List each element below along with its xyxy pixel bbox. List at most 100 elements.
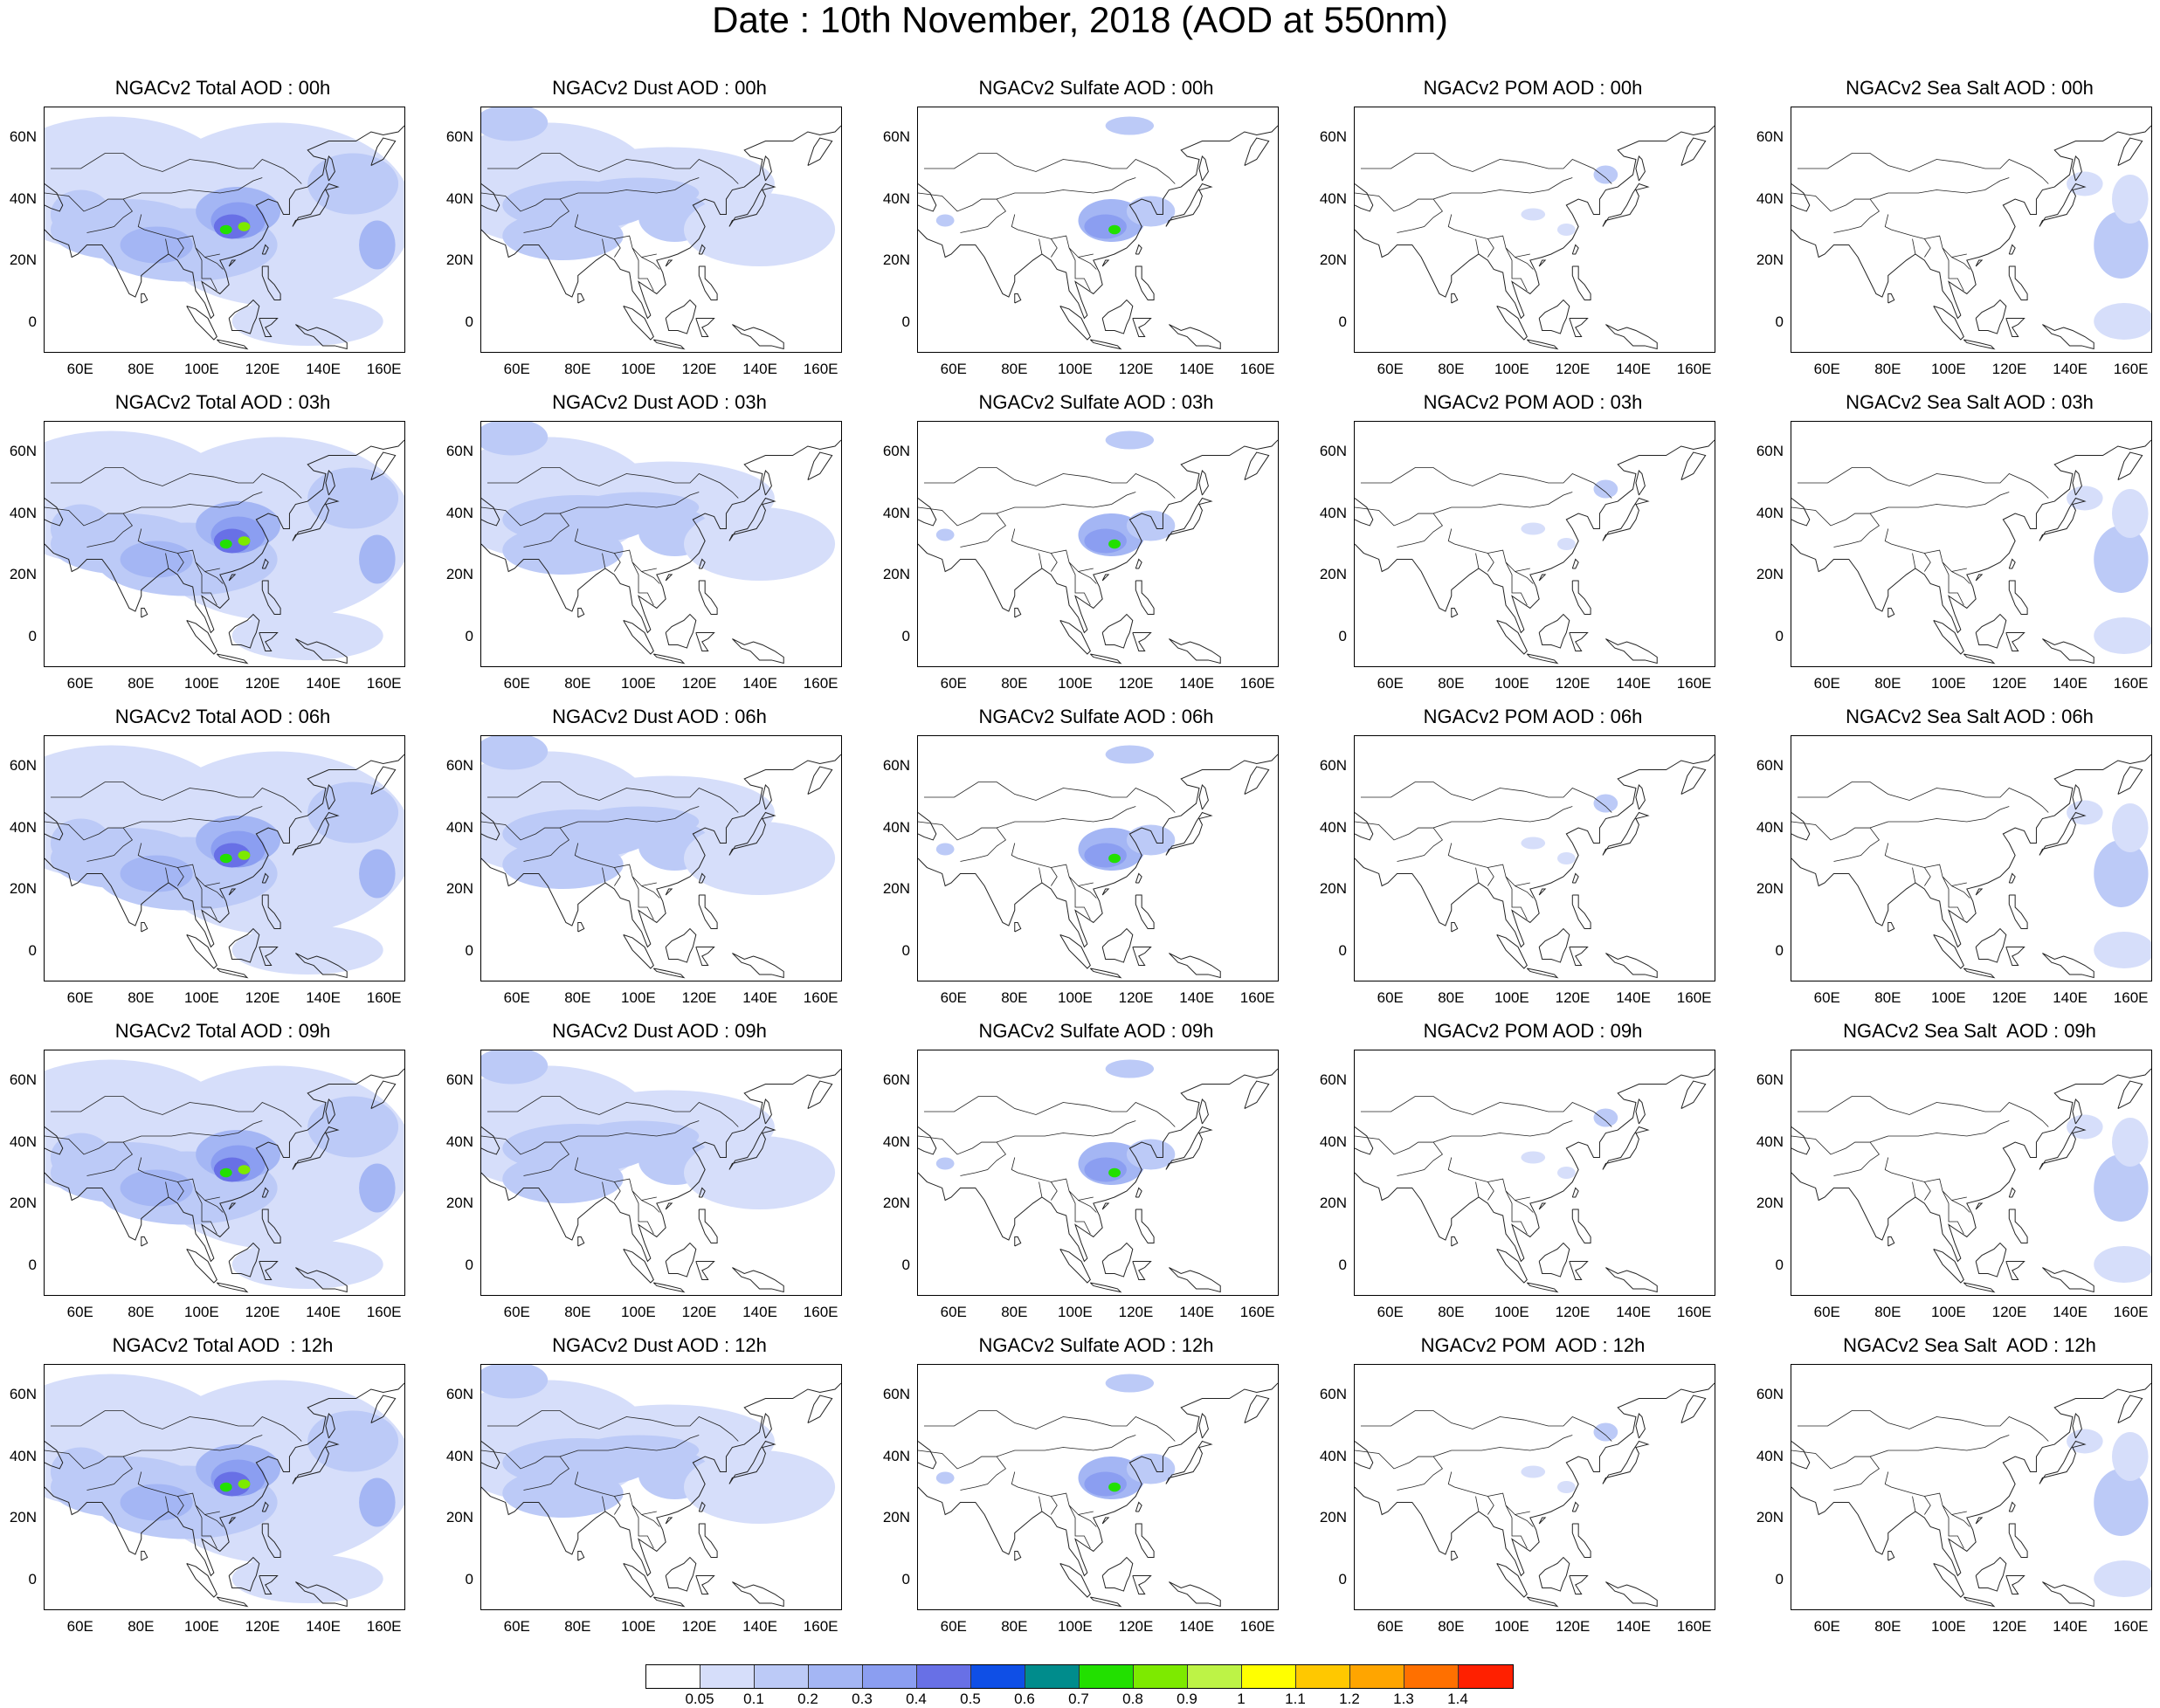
longitude-tick-label: 140E: [1616, 989, 1651, 1006]
colorbar-labels: 0.05 0.1 0.2 0.3 0.4 0.5 0.6 0.7 0.8 0.9 1 1.1 1.2 1.…: [0, 1691, 2160, 1707]
colorbar-swatch: [1350, 1665, 1404, 1688]
aod-field-region: [219, 1167, 232, 1178]
longitude-tick-label: 120E: [1118, 675, 1154, 692]
aod-field-region: [307, 153, 399, 215]
coastline: [1496, 620, 1528, 655]
coastline: [186, 1563, 217, 1598]
country-border: [614, 1181, 621, 1201]
longitude-tick-label: 120E: [681, 1304, 717, 1320]
panel-title: NGACv2 POM AOD : 12h: [1420, 1334, 1646, 1356]
latitude-tick-label: 60N: [882, 128, 910, 146]
longitude-tick-label: 60E: [1813, 675, 1840, 692]
country-border: [614, 238, 621, 258]
country-border: [1475, 1181, 1480, 1198]
country-border: [177, 867, 184, 886]
coastline: [1451, 607, 1459, 618]
coastline: [1355, 1382, 1715, 1577]
latitude-tick-label: 60N: [882, 757, 910, 775]
aod-field-region: [219, 853, 232, 864]
longitude-tick-label: 120E: [1555, 675, 1591, 692]
longitude-tick-label: 60E: [503, 675, 530, 692]
coastline: [732, 953, 784, 979]
aod-field-region: [1556, 1481, 1576, 1493]
coastline: [259, 317, 279, 338]
coastline: [1101, 1202, 1110, 1210]
latitude-tick-label: 0: [901, 313, 910, 330]
latitude-tick-label: 40N: [1319, 818, 1347, 836]
coastline: [728, 183, 776, 227]
coastline: [1538, 299, 1570, 334]
country-border: [195, 247, 217, 292]
coastline: [665, 1517, 673, 1525]
aod-field-region: [307, 782, 399, 844]
coastline: [186, 1249, 217, 1284]
longitude-tick-label: 120E: [681, 989, 717, 1006]
coastline: [1355, 439, 1715, 634]
longitude-tick-label: 100E: [184, 361, 219, 377]
coastline: [1451, 1550, 1459, 1561]
map-panel: NGACv2 Total AOD : 12h 60N 40N 20N 0 60E 80E 10…: [0, 1334, 437, 1635]
latitude-tick-label: 40N: [445, 189, 473, 207]
longitude-tick-label: 100E: [1058, 361, 1093, 377]
coastline: [1059, 934, 1091, 969]
coastline: [1101, 888, 1110, 896]
longitude-tick-label: 160E: [803, 361, 838, 377]
latitude-tick-label: 0: [901, 1570, 910, 1587]
map-plot-area: [44, 421, 405, 667]
country-border: [1942, 876, 1964, 920]
coastline: [1538, 1517, 1547, 1525]
latitude-tick-label: 0: [465, 941, 473, 959]
coastline: [45, 439, 404, 634]
map-panel: NGACv2 Dust AOD : 06h 60N 40N 20N 0 60E 80E 100…: [437, 706, 873, 1006]
panel-title: NGACv2 Total AOD : 09h: [114, 1020, 331, 1042]
colorbar-swatch: [1404, 1665, 1459, 1688]
aod-field-region: [2067, 486, 2103, 511]
country-border: [1487, 867, 1494, 886]
coastline: [1975, 927, 2007, 963]
coastline: [1791, 125, 2151, 320]
latitude-tick-label: 0: [465, 1570, 473, 1587]
country-border: [559, 1120, 700, 1143]
country-border: [641, 1514, 660, 1527]
country-border: [1355, 192, 1443, 233]
country-border: [1039, 1181, 1043, 1198]
country-border: [1487, 553, 1494, 572]
aod-field-region: [2094, 303, 2151, 340]
map-svg: [1791, 439, 2151, 665]
coastline: [1933, 306, 1964, 341]
map-svg: [918, 745, 1278, 979]
map-panel: NGACv2 Total AOD : 06h 60N 40N 20N 0 60E 80E 10…: [0, 706, 437, 1006]
country-border: [1447, 843, 1530, 886]
map-plot-area: [1791, 107, 2152, 353]
longitude-tick-label: 120E: [1555, 361, 1591, 377]
coastline: [2039, 811, 2087, 856]
longitude-tick-label: 100E: [184, 989, 219, 1006]
colorbar-swatch: [700, 1665, 755, 1688]
coastline: [216, 1596, 249, 1608]
coastline: [2039, 497, 2087, 541]
longitude-tick-label: 60E: [1813, 1304, 1840, 1320]
map-svg: [1355, 1068, 1715, 1293]
coastline: [1538, 927, 1570, 963]
latitude-tick-label: 20N: [882, 251, 910, 269]
coastline: [481, 754, 841, 948]
country-border: [923, 467, 1176, 499]
country-border: [1447, 214, 1530, 258]
country-border: [1078, 1514, 1097, 1527]
longitude-tick-label: 80E: [1874, 361, 1901, 377]
coastline: [1059, 620, 1091, 655]
aod-field-region: [120, 1484, 193, 1521]
aod-field-region: [1084, 843, 1127, 868]
coastline: [623, 306, 654, 341]
coastline: [141, 293, 148, 304]
colorbar-tick-label: 0.7: [1068, 1691, 1089, 1707]
coastline: [918, 812, 937, 841]
coastline: [1014, 921, 1022, 933]
coastline: [481, 183, 500, 212]
coastline: [2008, 580, 2028, 616]
country-border: [165, 867, 169, 884]
coastline: [807, 766, 833, 795]
coastline: [259, 1260, 279, 1281]
coastline: [1963, 1282, 1996, 1293]
coastline: [728, 811, 776, 856]
